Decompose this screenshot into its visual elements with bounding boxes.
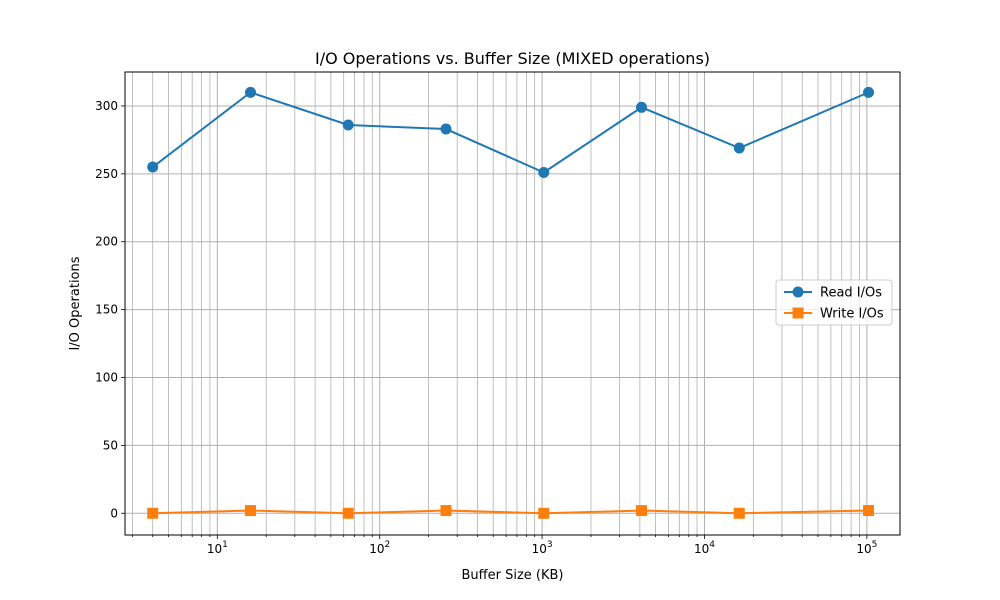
read-point (342, 119, 354, 131)
legend: Read I/Os Write I/Os (775, 279, 893, 326)
write-point (440, 505, 452, 517)
x-tick-label: 104 (694, 540, 715, 556)
plot-frame (124, 71, 901, 536)
y-tick-label: 300 (95, 99, 118, 113)
read-point (147, 161, 159, 173)
write-point (863, 505, 875, 517)
read-point (538, 166, 550, 178)
y-tick-label: 0 (110, 506, 118, 520)
write-point (244, 505, 256, 517)
write-point (342, 507, 354, 519)
read-point (440, 123, 452, 135)
y-tick-label: 100 (95, 370, 118, 384)
y-tick-label: 50 (103, 438, 118, 452)
y-tick-label: 200 (95, 235, 118, 249)
legend-marker-circle (792, 286, 804, 298)
legend-marker-square (792, 307, 804, 319)
legend-label: Read I/Os (820, 286, 882, 301)
read-point (244, 86, 256, 98)
legend-label: Write I/Os (820, 307, 884, 322)
write-point (147, 507, 159, 519)
write-point (733, 507, 745, 519)
x-tick-label: 102 (369, 540, 390, 556)
read-point (636, 101, 648, 113)
chart-title: I/O Operations vs. Buffer Size (MIXED op… (315, 49, 710, 68)
x-tick-label: 101 (207, 540, 228, 556)
y-tick-label: 250 (95, 167, 118, 181)
series-layer (147, 86, 875, 519)
grid (125, 72, 900, 535)
read-point (863, 86, 875, 98)
write-point (636, 505, 648, 517)
write-point (538, 507, 550, 519)
x-tick-label: 105 (856, 540, 877, 556)
read-point (733, 142, 745, 154)
ticks: 0 50 100 150 200 250 300 101 102 103 104 105 (95, 99, 877, 556)
x-tick-label: 103 (532, 540, 553, 556)
series-line-read (152, 91, 869, 174)
x-axis-title: Buffer Size (KB) (462, 568, 564, 583)
y-tick-label: 150 (95, 303, 118, 317)
y-axis-title: I/O Operations (68, 256, 83, 350)
series-line-write (152, 509, 869, 515)
